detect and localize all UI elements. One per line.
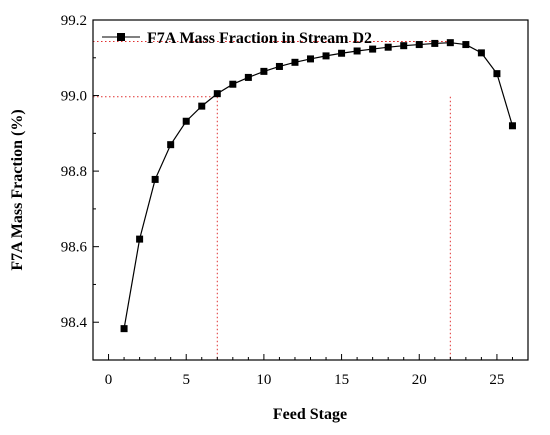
data-point bbox=[260, 67, 268, 75]
data-point bbox=[446, 39, 454, 47]
data-point bbox=[307, 55, 314, 63]
y-tick-label: 99.0 bbox=[61, 89, 87, 105]
data-point bbox=[493, 70, 501, 78]
x-tick-label: 5 bbox=[182, 372, 190, 388]
data-point bbox=[120, 325, 128, 333]
data-point bbox=[167, 141, 175, 149]
x-tick-label: 0 bbox=[105, 372, 113, 388]
y-tick-label: 98.6 bbox=[61, 240, 88, 256]
legend: F7A Mass Fraction in Stream D2 bbox=[102, 30, 372, 47]
y-tick-label: 98.4 bbox=[61, 315, 88, 331]
legend-marker-square bbox=[117, 33, 125, 41]
data-point bbox=[353, 47, 361, 55]
x-tick-label: 15 bbox=[334, 372, 349, 388]
x-tick-label: 20 bbox=[412, 372, 427, 388]
legend-label: F7A Mass Fraction in Stream D2 bbox=[147, 30, 372, 47]
data-point bbox=[508, 122, 516, 130]
reference-lines bbox=[93, 41, 451, 360]
data-point bbox=[384, 43, 392, 51]
y-axis-ticks: 98.4 98.6 98.8 99.0 99.2 bbox=[61, 13, 99, 361]
x-axis-ticks: 0 5 10 15 20 25 bbox=[92, 354, 529, 388]
x-axis-title: Feed Stage bbox=[273, 406, 347, 423]
series-line bbox=[123, 42, 514, 329]
data-point bbox=[369, 45, 377, 53]
data-point bbox=[229, 80, 237, 88]
data-point bbox=[322, 52, 330, 60]
data-point bbox=[151, 175, 159, 183]
data-point bbox=[136, 235, 144, 243]
data-point bbox=[291, 58, 299, 66]
x-tick-label: 10 bbox=[256, 372, 271, 388]
data-point bbox=[431, 39, 439, 47]
data-point bbox=[275, 62, 283, 70]
data-point bbox=[182, 117, 190, 125]
data-point bbox=[415, 41, 423, 49]
y-axis-title: F7A Mass Fraction (%) bbox=[9, 109, 26, 270]
y-tick-label: 99.2 bbox=[61, 13, 87, 29]
data-point bbox=[477, 49, 485, 57]
data-point bbox=[244, 73, 252, 81]
data-point bbox=[338, 49, 346, 57]
plot-frame bbox=[92, 19, 529, 361]
x-tick-label: 25 bbox=[489, 372, 504, 388]
y-tick-label: 98.8 bbox=[61, 164, 87, 180]
data-point bbox=[462, 41, 470, 49]
series-layer bbox=[120, 39, 516, 333]
data-point bbox=[198, 102, 206, 110]
data-point bbox=[400, 42, 408, 50]
data-point bbox=[213, 90, 221, 98]
